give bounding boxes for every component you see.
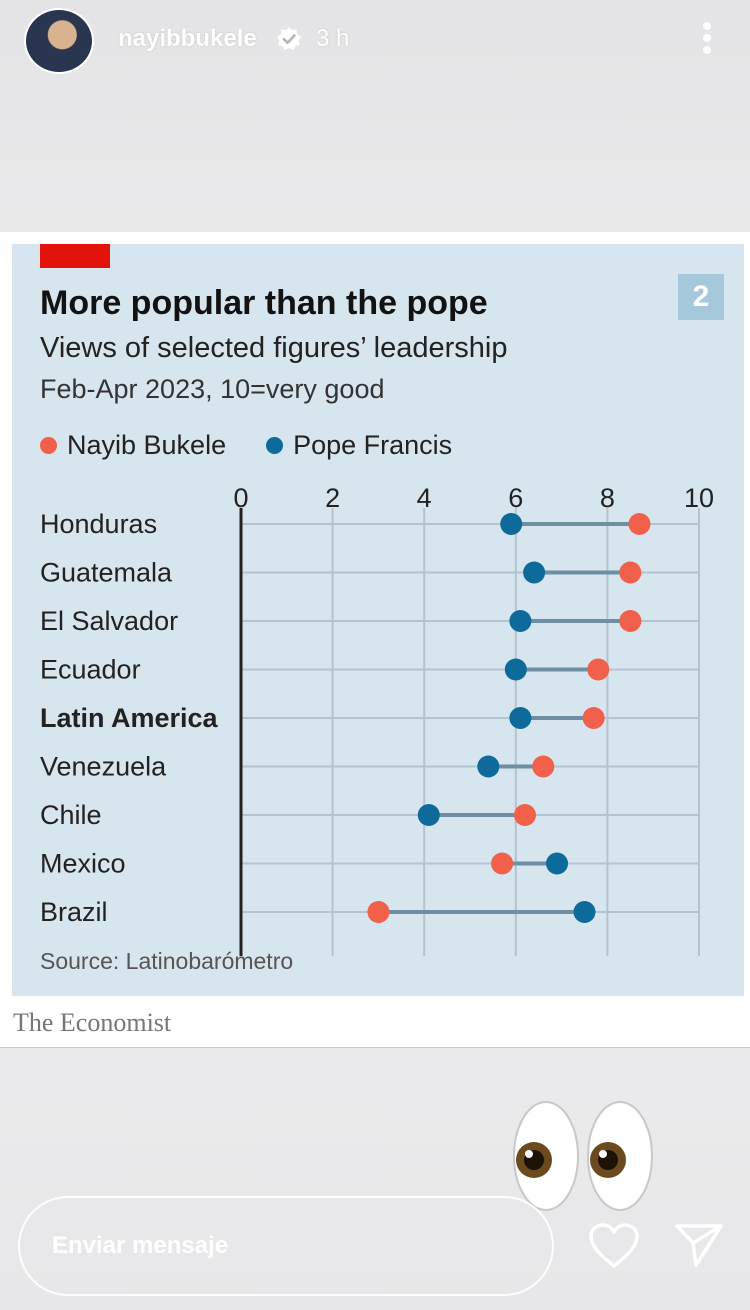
avatar[interactable] xyxy=(24,8,94,74)
message-input[interactable] xyxy=(18,1196,554,1296)
x-tick-label: 0 xyxy=(233,483,248,513)
legend-item-bukele: Nayib Bukele xyxy=(40,430,226,461)
data-point-pope xyxy=(573,901,596,923)
data-point-pope xyxy=(477,755,500,778)
x-tick-label: 6 xyxy=(508,483,523,513)
red-tag-decoration xyxy=(40,244,110,268)
category-label: Venezuela xyxy=(40,752,167,782)
category-label: Ecuador xyxy=(40,655,141,685)
chart-number-badge: 2 xyxy=(678,274,724,320)
category-label: Mexico xyxy=(40,849,126,879)
story-header: nayibbukele 3 h xyxy=(0,0,750,90)
data-point-bukele xyxy=(619,610,642,632)
chart-note: Feb-Apr 2023, 10=very good xyxy=(40,374,385,404)
chart-title: More popular than the pope xyxy=(40,284,488,322)
data-point-pope xyxy=(417,804,440,826)
data-point-bukele xyxy=(619,561,642,584)
category-label: Chile xyxy=(40,800,102,830)
data-point-bukele xyxy=(628,513,651,535)
data-point-pope xyxy=(500,513,523,535)
chart-panel: 2 More popular than the pope Views of se… xyxy=(12,244,744,996)
more-options-button[interactable] xyxy=(696,18,718,58)
shared-post-image: 2 More popular than the pope Views of se… xyxy=(0,232,750,1048)
publisher-brand: The Economist xyxy=(13,1008,172,1037)
data-point-bukele xyxy=(532,755,555,778)
legend-item-pope: Pope Francis xyxy=(266,430,452,461)
data-point-bukele xyxy=(513,804,536,826)
x-tick-label: 10 xyxy=(684,483,714,513)
legend-dot-bukele xyxy=(40,436,57,454)
x-tick-label: 4 xyxy=(417,483,432,513)
x-tick-label: 8 xyxy=(600,483,615,513)
legend-label: Pope Francis xyxy=(293,429,453,460)
eyes-emoji-icon[interactable] xyxy=(510,1100,660,1212)
x-tick-label: 2 xyxy=(325,483,340,513)
category-label: Brazil xyxy=(40,897,108,927)
send-icon[interactable] xyxy=(674,1222,724,1268)
username[interactable]: nayibbukele xyxy=(118,25,257,52)
post-time: 3 h xyxy=(316,25,350,52)
data-point-bukele xyxy=(582,707,605,729)
category-label: Guatemala xyxy=(40,558,173,588)
verified-badge-icon xyxy=(277,27,301,50)
data-point-bukele xyxy=(587,658,610,681)
legend-dot-pope xyxy=(266,436,284,454)
legend-label: Nayib Bukele xyxy=(67,429,227,460)
data-point-bukele xyxy=(367,901,390,923)
chart-subtitle: Views of selected figures’ leadership xyxy=(40,332,508,364)
category-label: El Salvador xyxy=(40,606,178,636)
chart-legend: Nayib Bukele Pope Francis xyxy=(40,428,492,462)
data-point-bukele xyxy=(491,852,514,875)
data-point-pope xyxy=(509,707,532,729)
chart-source: Source: Latinobarómetro xyxy=(40,948,294,974)
data-point-pope xyxy=(509,610,532,632)
data-point-pope xyxy=(546,852,569,875)
data-point-pope xyxy=(523,561,546,584)
heart-icon[interactable] xyxy=(588,1222,640,1270)
data-point-pope xyxy=(504,658,527,681)
dumbbell-chart: 0 2 4 6 8 10 Honduras Guatemala El Salvador Ecuad… xyxy=(40,483,714,956)
category-label: Honduras xyxy=(40,509,157,539)
category-label: Latin America xyxy=(40,703,219,733)
more-vertical-icon xyxy=(703,22,711,30)
